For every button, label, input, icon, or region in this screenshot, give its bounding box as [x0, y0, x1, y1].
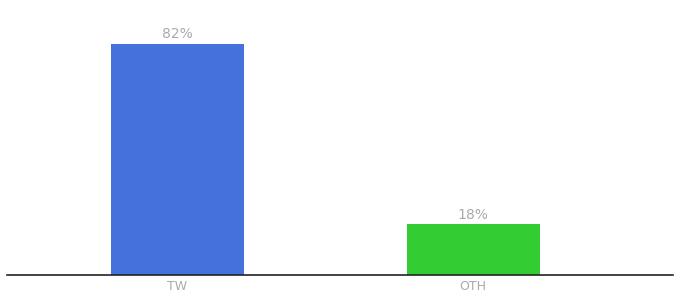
- Text: 82%: 82%: [162, 27, 192, 41]
- Text: 18%: 18%: [458, 208, 489, 221]
- Bar: [407, 224, 540, 275]
- Bar: [111, 44, 244, 275]
